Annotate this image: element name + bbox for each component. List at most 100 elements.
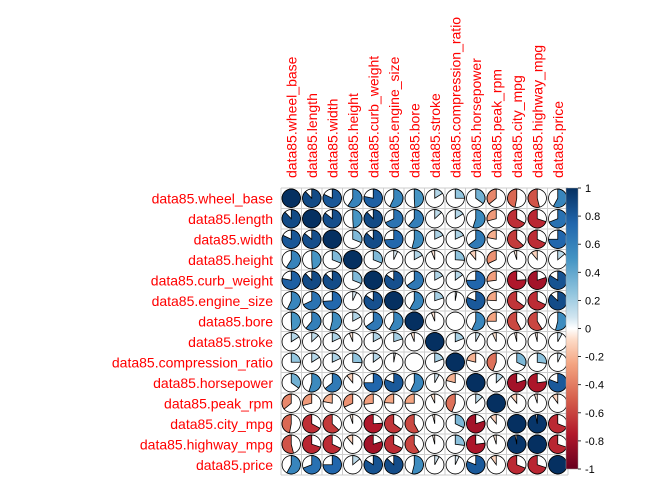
pie-wedge <box>548 209 568 229</box>
pie-wedge <box>486 291 497 302</box>
correlation-cell <box>343 250 363 270</box>
pie-wedge <box>430 393 436 404</box>
pie-wedge <box>281 393 292 410</box>
column-label: data85.horsepower <box>468 58 484 178</box>
pie-wedge <box>554 311 568 331</box>
correlation-cell <box>507 291 527 311</box>
pie-wedge <box>527 188 541 208</box>
correlation-cell <box>343 188 363 208</box>
pie-wedge <box>548 434 568 454</box>
correlation-cell <box>322 414 342 434</box>
correlation-cell <box>425 270 445 290</box>
pie-wedge <box>527 291 547 311</box>
pie-wedge <box>551 393 559 405</box>
pie-wedge <box>331 352 342 363</box>
pie-wedge <box>352 270 363 285</box>
correlation-cell <box>507 229 527 249</box>
pie-wedge <box>534 332 538 342</box>
pie-wedge <box>302 209 322 229</box>
correlation-cell <box>445 434 465 454</box>
pie-wedge <box>431 414 436 424</box>
correlation-cell <box>548 188 568 208</box>
correlation-cell <box>404 209 424 229</box>
pie-wedge <box>363 455 383 475</box>
correlation-cell <box>322 291 342 311</box>
pie-wedge <box>311 332 320 343</box>
correlation-cell <box>486 455 506 475</box>
correlation-cell <box>322 311 342 331</box>
pie-wedge <box>290 352 301 363</box>
correlation-cell <box>343 455 363 475</box>
pie-wedge <box>469 250 477 261</box>
correlation-cell <box>404 434 424 454</box>
correlation-cell <box>445 229 465 249</box>
pie-wedge <box>311 250 322 270</box>
correlation-cell <box>548 373 568 393</box>
correlation-cell <box>404 291 424 311</box>
correlation-cell <box>507 393 527 413</box>
correlation-cell <box>384 291 404 311</box>
pie-wedge <box>445 373 456 384</box>
pie-wedge <box>489 414 497 425</box>
pie-wedge <box>384 270 404 290</box>
correlation-cell <box>404 270 424 290</box>
pie-wedge <box>363 188 383 208</box>
correlation-cell <box>404 373 424 393</box>
correlation-cell <box>384 209 404 229</box>
correlation-cell <box>322 332 342 352</box>
correlation-cell <box>343 311 363 331</box>
correlation-cell <box>507 332 527 352</box>
pie-wedge <box>475 332 481 342</box>
pie-wedge <box>486 250 497 265</box>
correlation-cell <box>404 393 424 413</box>
colorbar-gradient <box>565 187 579 470</box>
pie-wedge <box>454 291 458 301</box>
pie-wedge <box>513 332 518 342</box>
correlation-cell <box>527 414 547 434</box>
correlation-cell <box>425 414 445 434</box>
correlation-cell <box>425 229 445 249</box>
pie-wedge <box>285 250 301 270</box>
correlation-cell <box>527 270 547 290</box>
pie-wedge <box>322 291 342 311</box>
pie-wedge <box>302 229 322 249</box>
pie-wedge <box>352 455 361 466</box>
pie-wedge <box>454 270 464 282</box>
pie-wedge <box>431 434 436 445</box>
correlation-cell <box>281 250 301 270</box>
correlation-cell <box>527 209 547 229</box>
pie-wedge <box>434 188 444 199</box>
pie-wedge <box>372 332 382 343</box>
correlation-cell <box>322 229 342 249</box>
pie-wedge <box>513 250 518 260</box>
pie-wedge <box>281 414 292 434</box>
correlation-cell <box>527 455 547 475</box>
pie-wedge <box>486 229 497 240</box>
correlation-cell <box>363 332 383 352</box>
pie-wedge <box>363 209 383 229</box>
correlation-cell <box>445 291 465 311</box>
correlation-cell <box>322 352 342 372</box>
pie-wedge <box>346 434 354 446</box>
column-label: data85.curb_weight <box>365 56 381 178</box>
correlation-cell <box>322 250 342 270</box>
correlation-cell <box>302 373 322 393</box>
correlation-cell <box>384 188 404 208</box>
correlation-cell <box>404 332 424 352</box>
correlation-cell <box>363 229 383 249</box>
correlation-cell <box>404 229 424 249</box>
pie-wedge <box>365 311 383 331</box>
pie-wedge <box>290 332 300 343</box>
correlation-cell <box>404 311 424 331</box>
pie-wedge <box>454 209 464 220</box>
pie-wedge <box>363 291 383 311</box>
pie-wedge <box>507 209 526 229</box>
correlation-cell <box>281 414 301 434</box>
pie-wedge <box>302 455 322 475</box>
correlation-cell <box>507 209 527 229</box>
pie-wedge <box>404 414 420 434</box>
pie-wedge <box>527 229 547 249</box>
pie-wedge <box>324 373 342 393</box>
correlation-cell <box>466 250 486 270</box>
